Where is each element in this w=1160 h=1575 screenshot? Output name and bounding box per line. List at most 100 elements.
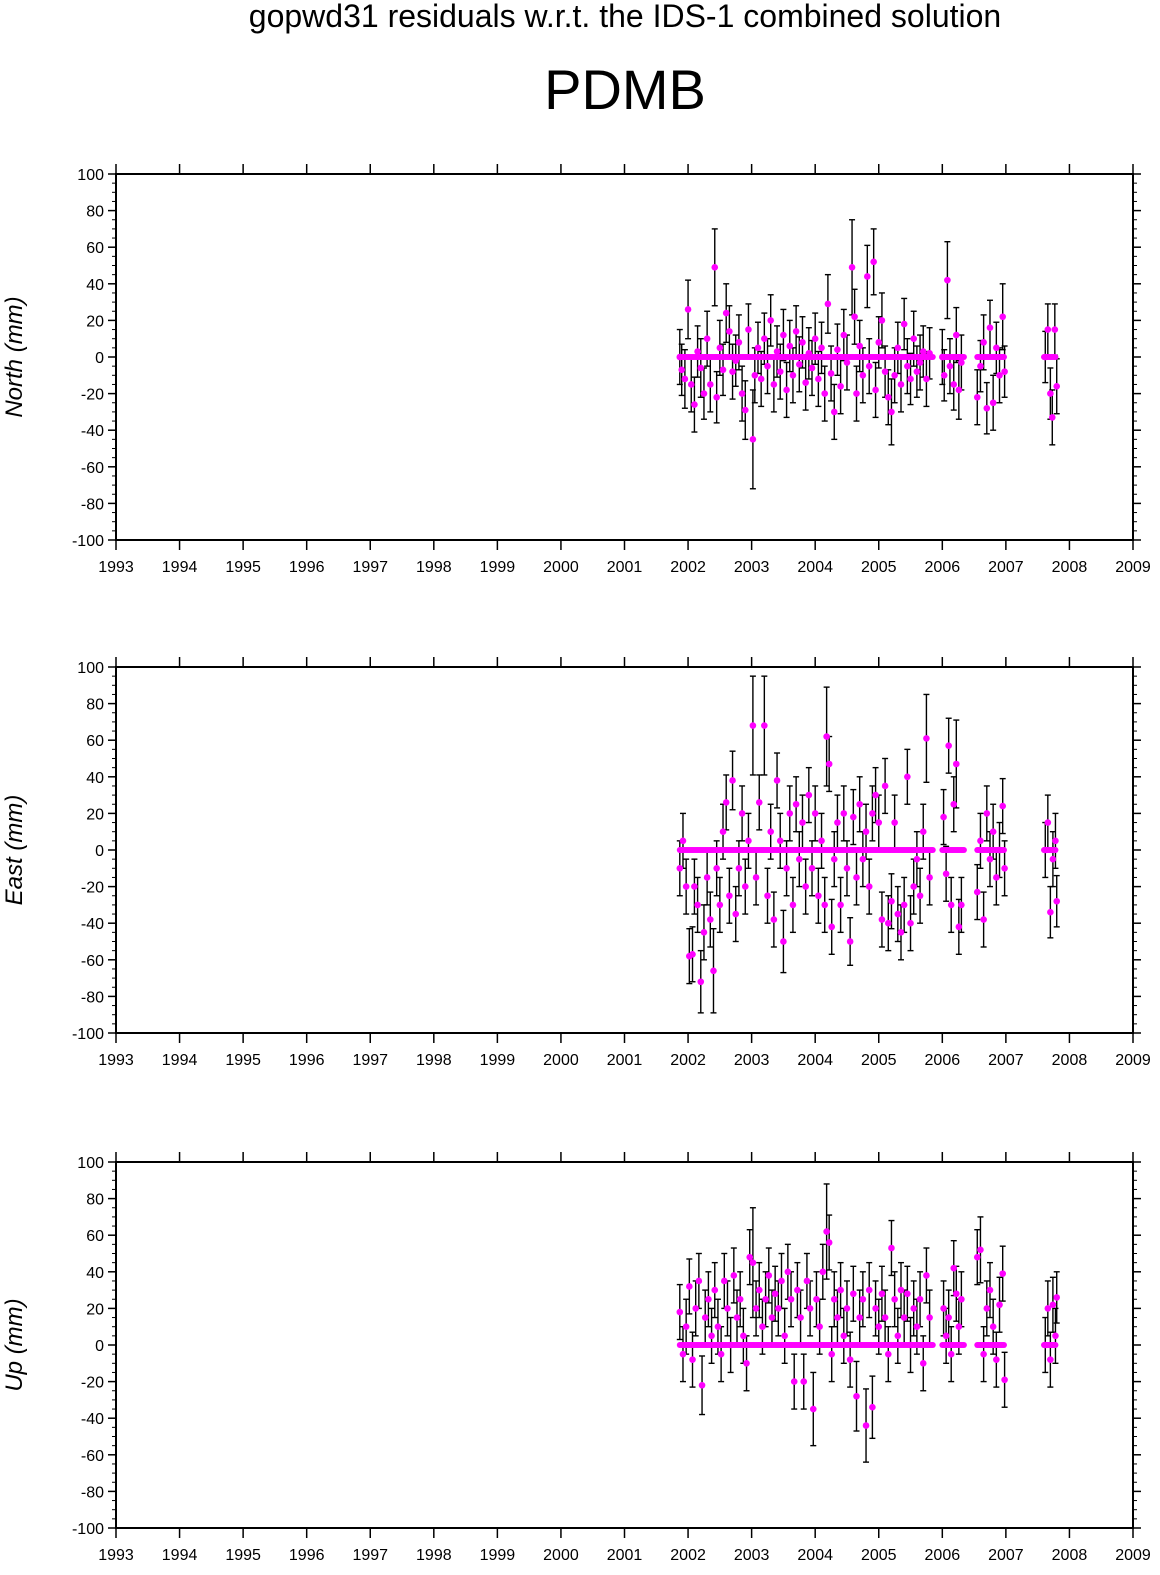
east-data-point: [745, 837, 752, 845]
east-data-point: [815, 892, 822, 900]
north-y-tick-label: 40: [86, 277, 104, 294]
east-data-point: [945, 742, 952, 749]
east-data-point: [732, 910, 740, 918]
up-data-point: [720, 1277, 728, 1285]
east-data-point: [940, 813, 947, 821]
north-data-point: [827, 370, 835, 377]
north-data-point: [821, 390, 829, 397]
up-data-point: [784, 1268, 792, 1276]
north-data-point: [944, 276, 951, 284]
east-x-tick-label: 2004: [797, 1052, 833, 1069]
north-data-point: [851, 313, 858, 321]
north-data-point: [802, 379, 809, 386]
up-x-tick-label: 2009: [1115, 1547, 1151, 1564]
east-data-point: [700, 929, 708, 936]
east-y-tick-label: 0: [95, 843, 104, 860]
up-data-point: [743, 1360, 750, 1367]
up-data-point: [765, 1272, 773, 1279]
up-data-point: [727, 1341, 734, 1349]
north-data-point: [940, 372, 948, 379]
east-y-tick-label: -100: [72, 1026, 104, 1043]
up-data-point: [884, 1350, 892, 1358]
north-data-point: [907, 375, 914, 383]
up-data-point: [740, 1332, 747, 1340]
east-data-point: [1041, 846, 1049, 854]
north-data-point: [894, 344, 902, 352]
up-x-tick-label: 2006: [925, 1547, 961, 1564]
up-data-point: [682, 1323, 690, 1330]
east-data-point: [958, 901, 965, 909]
east-data-point: [676, 865, 684, 872]
east-data-point: [776, 837, 784, 845]
east-data-point: [843, 865, 851, 872]
north-data-point: [986, 324, 994, 332]
up-data-point: [724, 1305, 731, 1312]
up-x-tick-label: 2000: [543, 1547, 579, 1564]
up-data-point: [950, 1264, 958, 1272]
east-data-point: [1044, 819, 1052, 826]
east-data-point: [795, 855, 803, 863]
north-data-point: [999, 313, 1006, 321]
north-data-point: [950, 381, 958, 388]
up-x-tick-label: 1994: [162, 1547, 198, 1564]
up-data-point: [834, 1314, 841, 1321]
up-x-tick-label: 1997: [352, 1547, 388, 1564]
up-x-tick-label: 1996: [289, 1547, 325, 1564]
north-data-point: [865, 362, 873, 370]
east-data-point: [825, 760, 833, 768]
north-data-point: [904, 362, 911, 370]
north-x-tick-label: 1997: [352, 559, 388, 576]
up-data-point: [714, 1323, 722, 1330]
up-data-point: [875, 1323, 883, 1330]
north-data-point: [1044, 326, 1052, 333]
up-data-point: [850, 1290, 857, 1298]
north-data-point: [711, 264, 719, 271]
east-y-tick-label: 60: [86, 733, 104, 750]
up-data-point: [1049, 1301, 1057, 1309]
north-data-point: [761, 335, 768, 343]
north-data-point: [993, 344, 1000, 352]
up-data-point: [803, 1277, 811, 1285]
north-data-point: [808, 364, 816, 372]
up-data-point: [787, 1295, 795, 1303]
up-data-point: [733, 1314, 741, 1321]
up-data-point: [775, 1305, 782, 1312]
north-x-tick-label: 2008: [1052, 559, 1088, 576]
east-x-tick-label: 2008: [1052, 1052, 1088, 1069]
north-data-point: [891, 372, 898, 379]
up-y-tick-label: 100: [77, 1155, 104, 1172]
north-data-point: [946, 362, 954, 370]
up-data-point: [1041, 1341, 1049, 1349]
east-y-tick-label: 80: [86, 697, 104, 714]
up-data-point: [837, 1286, 844, 1294]
east-data-point: [869, 810, 876, 817]
north-data-point: [853, 390, 860, 397]
north-x-tick-label: 2001: [607, 559, 643, 576]
north-data-point: [757, 375, 765, 383]
north-data-point: [1053, 382, 1061, 390]
north-data-point: [910, 335, 918, 343]
up-data-point: [689, 1356, 696, 1363]
up-zero-point: [1000, 1342, 1007, 1348]
north-data-point: [716, 344, 724, 352]
up-data-point: [778, 1277, 785, 1285]
north-zero-point: [1052, 354, 1059, 360]
east-x-tick-label: 2007: [988, 1052, 1024, 1069]
east-data-point: [853, 874, 860, 881]
up-data-point: [711, 1286, 719, 1294]
east-x-tick-label: 1993: [98, 1052, 134, 1069]
north-y-tick-label: 0: [95, 350, 104, 367]
east-data-point: [878, 916, 886, 923]
up-data-point: [843, 1305, 851, 1312]
up-data-point: [746, 1253, 754, 1261]
east-y-tick-label: -20: [81, 880, 104, 897]
up-y-tick-label: 20: [86, 1301, 104, 1318]
up-x-tick-label: 1998: [416, 1547, 452, 1564]
north-x-tick-label: 2009: [1115, 559, 1151, 576]
up-data-point: [996, 1301, 1003, 1309]
north-data-point: [980, 339, 987, 346]
north-data-point: [815, 375, 822, 383]
east-y-tick-label: 40: [86, 770, 104, 787]
north-data-point: [881, 368, 889, 375]
east-zero-point: [960, 847, 967, 853]
